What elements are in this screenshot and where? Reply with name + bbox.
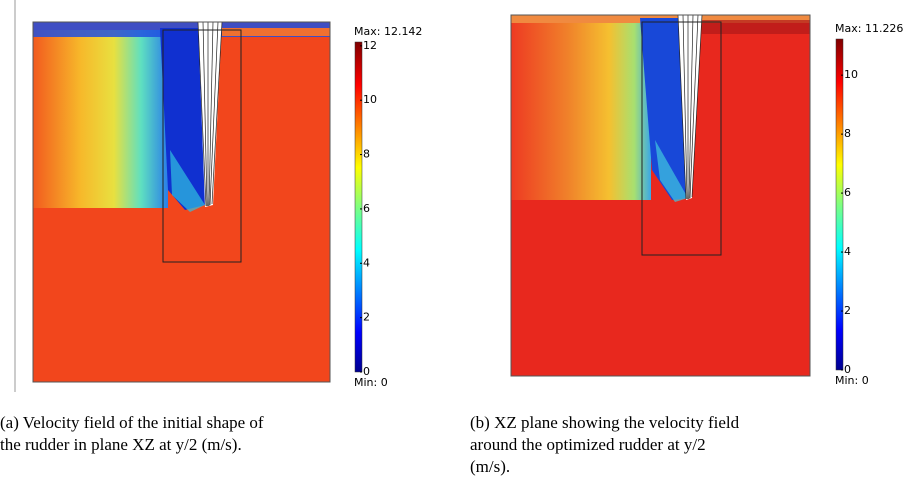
caption-line: the rudder in plane XZ at y/2 (m/s). xyxy=(0,435,242,454)
caption-line: (m/s). xyxy=(470,457,510,476)
colorbar-tick-label: 0 xyxy=(844,363,851,376)
field-b xyxy=(510,14,811,377)
colorbar-min: Min: 0 xyxy=(354,376,388,389)
colorbar-min: Min: 0 xyxy=(835,374,869,387)
colorbar-tick-label: 10 xyxy=(363,93,377,106)
colorbar-tick-label: 4 xyxy=(844,245,851,258)
caption-line: (a) Velocity field of the initial shape … xyxy=(0,413,264,432)
caption-line: (b) XZ plane showing the velocity field xyxy=(470,413,740,432)
colorbar-max: Max: 11.226 xyxy=(835,22,903,35)
colorbar-tick-label: 6 xyxy=(363,202,370,215)
colorbar-tick-label: 4 xyxy=(363,256,370,269)
colorbar-tick-label: 6 xyxy=(844,186,851,199)
colorbar-tick-label: 12 xyxy=(363,39,377,52)
colorbar-tick-label: 0 xyxy=(363,365,370,378)
field-a xyxy=(32,21,331,383)
colorbar-tick-label: 8 xyxy=(363,148,370,161)
colorbar xyxy=(354,41,363,373)
caption-line: around the optimized rudder at y/2 xyxy=(470,435,706,454)
colorbar xyxy=(835,38,844,371)
colorbar-tick-label: 8 xyxy=(844,127,851,140)
colorbar-max: Max: 12.142 xyxy=(354,25,422,38)
colorbar-tick-label: 10 xyxy=(844,68,858,81)
colorbar-tick-label: 2 xyxy=(363,311,370,324)
colorbar-tick-label: 2 xyxy=(844,304,851,317)
